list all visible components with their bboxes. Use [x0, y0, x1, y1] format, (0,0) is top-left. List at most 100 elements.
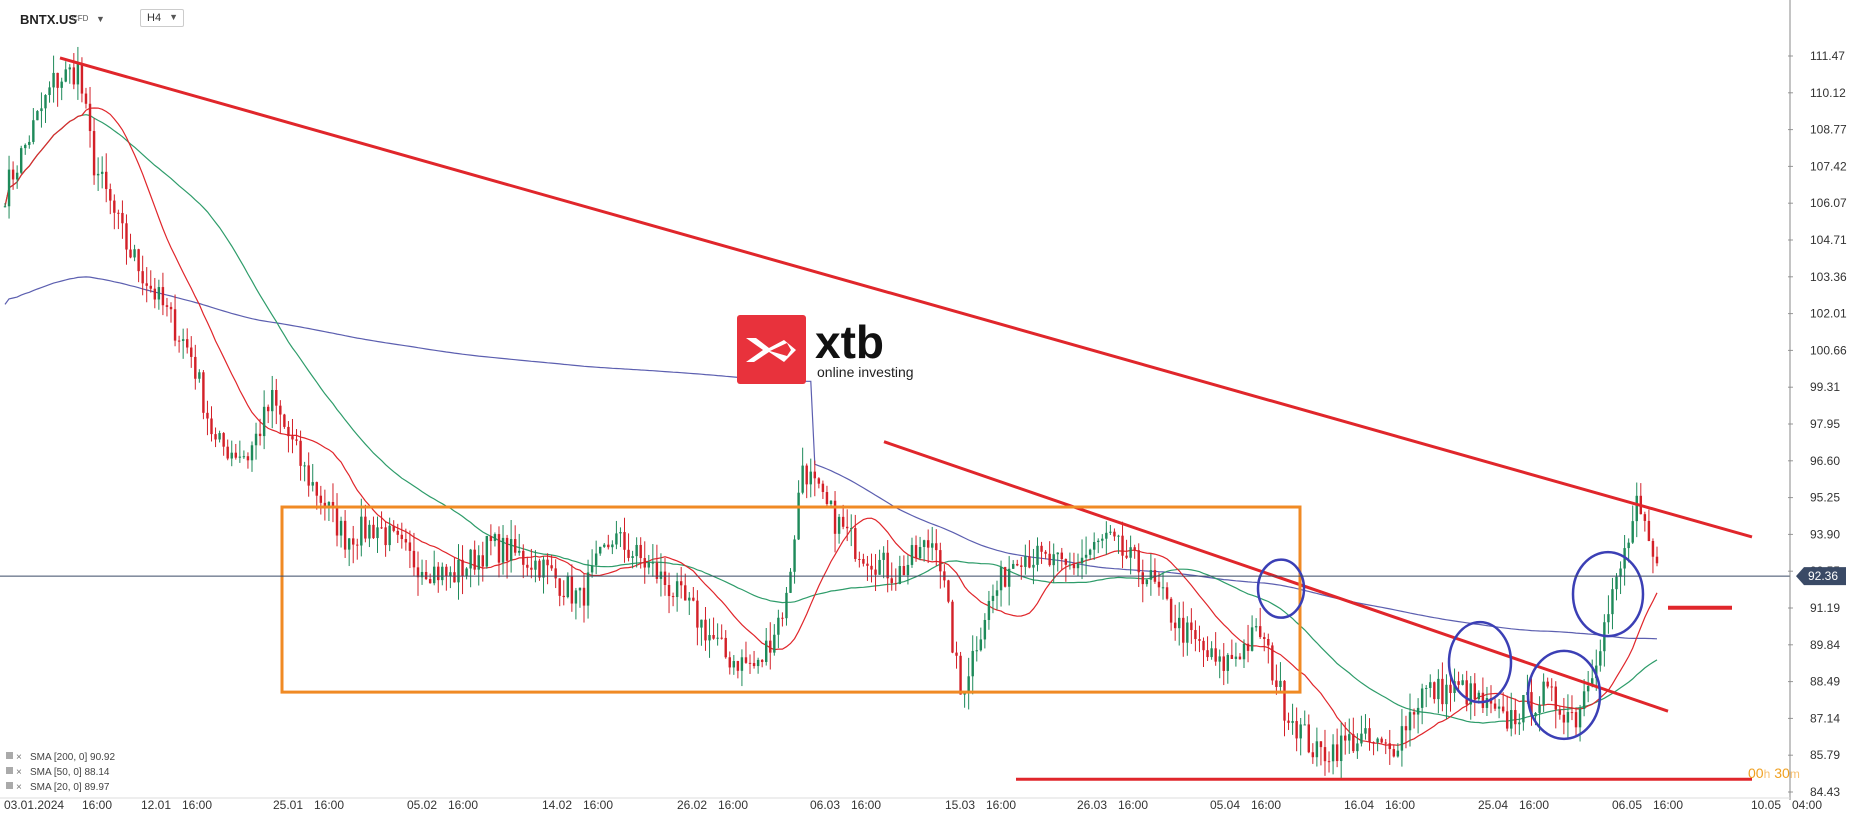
- candle: [554, 559, 557, 589]
- candle-body: [105, 171, 108, 190]
- candle-body: [258, 433, 262, 437]
- candle-body: [1461, 680, 1464, 685]
- x-tick-time: 16:00: [182, 798, 212, 812]
- candle-body: [1323, 747, 1327, 762]
- x-tick-time: 16:00: [448, 798, 478, 812]
- candle: [760, 659, 764, 668]
- candle-body: [959, 655, 962, 695]
- candle-body: [88, 103, 92, 132]
- candle: [1639, 483, 1643, 515]
- candle: [902, 555, 906, 576]
- candle: [805, 463, 808, 499]
- close-icon[interactable]: ×: [16, 752, 22, 763]
- candle: [550, 554, 553, 571]
- sma-50-line: [4, 114, 1658, 724]
- candle: [562, 580, 565, 606]
- candle-body: [226, 446, 229, 459]
- legend-item[interactable]: × SMA [50, 0] 88.14: [6, 767, 110, 778]
- candle-body: [918, 546, 922, 559]
- candle-body: [1234, 656, 1238, 659]
- candle: [1570, 695, 1574, 721]
- candle-body: [11, 169, 15, 180]
- price-axis: 111.47 110.12 108.77 107.42 106.07 104.71 103.…: [1788, 0, 1847, 800]
- y-tick-label: 91.19: [1810, 601, 1840, 615]
- candle: [1412, 708, 1416, 729]
- candle-body: [315, 482, 318, 496]
- candle: [1186, 616, 1189, 656]
- candle-countdown: 00h 30m: [1748, 765, 1800, 781]
- candle: [1339, 722, 1343, 780]
- legend-item[interactable]: × SMA [200, 0] 90.92: [6, 752, 115, 763]
- candle: [1258, 607, 1262, 639]
- current-price-badge: 92.36: [1796, 567, 1846, 586]
- candle-body: [805, 465, 808, 485]
- candle: [266, 404, 270, 424]
- candle-body: [647, 562, 651, 568]
- candle: [841, 504, 845, 530]
- candle: [372, 516, 375, 539]
- candle-body: [347, 538, 351, 550]
- candle-body: [1182, 617, 1185, 643]
- candle: [1449, 675, 1452, 712]
- candle-body: [1315, 741, 1319, 758]
- candle-body: [1441, 678, 1444, 705]
- candle: [1178, 602, 1181, 646]
- candle: [866, 555, 869, 581]
- candle: [1647, 509, 1651, 542]
- candle: [756, 657, 760, 674]
- candle-body: [979, 639, 983, 651]
- candle-body: [716, 637, 719, 639]
- candle-body: [631, 556, 634, 558]
- countdown-minutes: 30: [1774, 765, 1790, 781]
- candle-body: [1271, 645, 1274, 681]
- symbol-label[interactable]: BNTX.US: [20, 12, 78, 27]
- candle: [566, 572, 570, 599]
- candle: [1518, 713, 1521, 735]
- candle-body: [562, 595, 565, 598]
- candle-body: [1291, 721, 1294, 723]
- candle-body: [874, 569, 877, 575]
- candle-body: [582, 587, 586, 606]
- candle-body: [323, 502, 327, 508]
- x-tick-time: 16:00: [851, 798, 881, 812]
- candle-body: [1465, 680, 1468, 705]
- candle-body: [424, 571, 428, 580]
- candle: [1607, 595, 1610, 634]
- legend-item[interactable]: × SMA [20, 0] 89.97: [6, 782, 110, 793]
- y-tick-label: 111.47: [1810, 49, 1845, 63]
- candle: [1222, 643, 1225, 686]
- candle-body: [833, 500, 837, 534]
- candle-body: [554, 568, 557, 579]
- candle: [1586, 670, 1590, 703]
- candle: [546, 553, 549, 585]
- candle-body: [1530, 692, 1533, 717]
- candle: [1501, 692, 1505, 714]
- candle-body: [133, 249, 136, 258]
- candle: [465, 567, 468, 580]
- candle-body: [1510, 710, 1513, 729]
- candle: [1566, 694, 1570, 739]
- candle-body: [1032, 564, 1035, 568]
- candle: [999, 560, 1003, 607]
- candle-body: [663, 571, 667, 585]
- candle: [594, 540, 598, 575]
- candle: [1182, 601, 1185, 657]
- logo-wordmark: xtb: [815, 316, 884, 368]
- close-icon[interactable]: ×: [16, 782, 22, 793]
- candle-body: [473, 549, 476, 570]
- candle: [578, 587, 582, 608]
- candle: [744, 641, 748, 664]
- candle: [408, 530, 412, 569]
- candle: [477, 545, 480, 586]
- candle-body: [1068, 564, 1072, 566]
- range-box: [280, 505, 1302, 694]
- close-icon[interactable]: ×: [16, 767, 22, 778]
- candle: [1335, 728, 1339, 768]
- chevron-down-icon[interactable]: ▼: [96, 14, 105, 24]
- candle-body: [1052, 554, 1055, 566]
- timeframe-select[interactable]: H4 ▼: [140, 9, 184, 27]
- candle: [979, 627, 983, 652]
- candle-body: [850, 528, 853, 530]
- candle: [959, 651, 962, 695]
